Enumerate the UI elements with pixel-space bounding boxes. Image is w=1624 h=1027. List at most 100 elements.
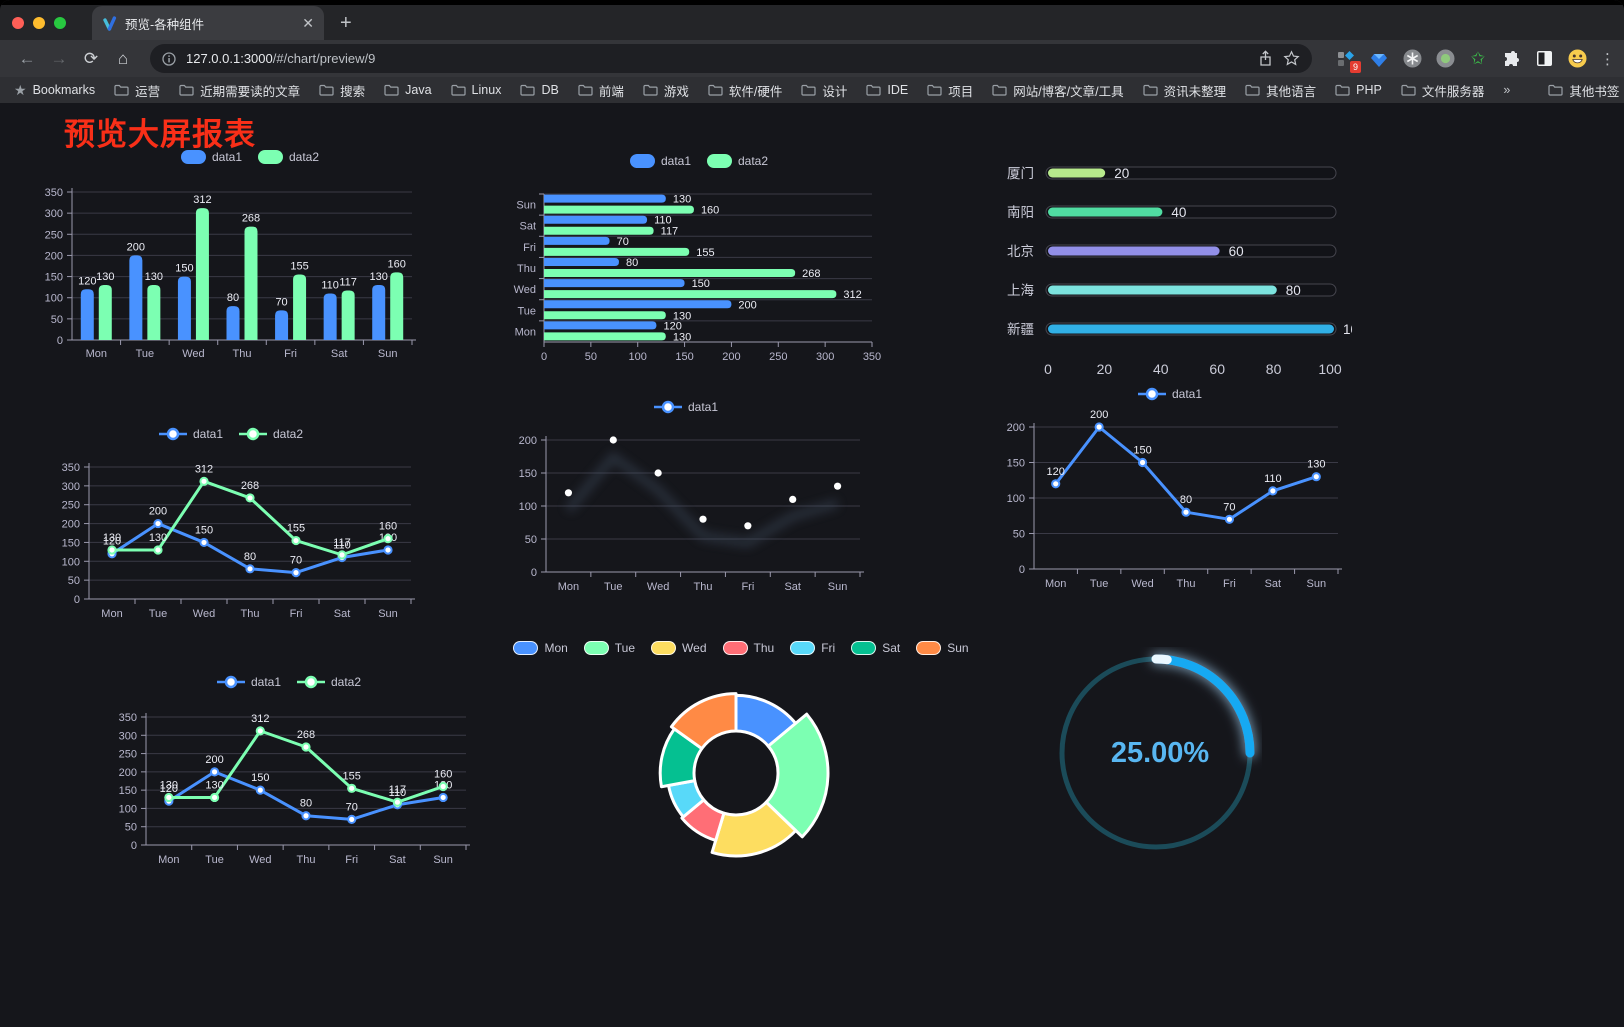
bookmark-folder[interactable]: Java [384,83,432,97]
legend-item[interactable]: data1 [216,675,281,689]
bookmark-folder[interactable]: 软件/硬件 [708,81,782,100]
bookmarks-bar: ★ Bookmarks 运营 近期需要读的文章 搜索 Java Linux DB 前端 游戏软… [0,77,1624,103]
svg-text:200: 200 [519,435,537,447]
legend-swatch [851,641,877,655]
svg-text:117: 117 [389,784,407,796]
back-button[interactable]: ← [18,48,36,68]
legend-item[interactable]: data1 [1137,387,1202,401]
dark-mode-extension-icon[interactable] [1534,49,1554,69]
legend-item[interactable]: data2 [239,427,303,441]
legend-item[interactable]: Sat [851,641,900,655]
svg-text:130: 130 [103,532,121,544]
svg-text:Tue: Tue [205,854,224,866]
legend-item[interactable]: Wed [651,641,707,655]
legend-item[interactable]: data1 [180,150,242,164]
tab-close-icon[interactable]: ✕ [302,14,314,31]
bookmark-folder[interactable]: 搜索 [319,81,365,100]
svg-text:0: 0 [74,594,80,606]
browser-menu-icon[interactable]: ⋮ [1600,50,1615,68]
legend-item[interactable]: data1 [653,400,718,414]
svg-text:100: 100 [1343,322,1352,337]
snowflake-extension-icon[interactable] [1402,49,1422,69]
bookmark-folder[interactable]: DB [520,83,559,97]
legend-item[interactable]: Tue [583,641,635,655]
bookmark-folder[interactable]: 文件服务器 [1401,81,1484,100]
legend-item[interactable]: data2 [297,675,361,689]
legend-item[interactable]: data1 [629,154,691,168]
home-button[interactable]: ⌂ [117,48,129,68]
legend-label: Sat [882,641,901,655]
bookmark-folder[interactable]: 其他语言 [1245,81,1316,100]
browser-tab[interactable]: 预览-各种组件 ✕ [92,6,324,40]
emoji-extension-icon[interactable] [1567,49,1587,69]
legend-swatch [583,641,609,655]
folder-icon [708,84,723,96]
svg-text:Tue: Tue [1090,578,1109,590]
window-minimize-button[interactable] [33,16,45,29]
window-zoom-button[interactable] [54,16,66,29]
legend-item[interactable]: Sun [916,641,969,655]
folder-icon [450,84,466,96]
legend-item[interactable]: data2 [707,154,768,168]
forward-button[interactable]: → [50,48,68,68]
bookmark-folder[interactable]: 运营 [114,81,160,100]
svg-text:200: 200 [127,241,145,253]
page-info-icon[interactable] [162,51,176,66]
svg-text:120: 120 [663,320,681,332]
puzzle-extensions-icon[interactable] [1501,49,1521,69]
svg-text:130: 130 [673,310,691,322]
svg-text:Sun: Sun [378,608,398,620]
legend-item[interactable]: Mon [513,641,568,655]
svg-text:100: 100 [1007,493,1025,505]
reload-button[interactable]: ⟳ [83,48,99,68]
folder-icon [520,84,536,96]
bookmark-folder[interactable]: Linux [450,83,501,97]
bookmark-folder[interactable]: 游戏 [643,81,689,100]
svg-text:Sun: Sun [516,200,536,212]
bookmark-folder[interactable]: 资讯未整理 [1143,81,1226,100]
bookmark-folder[interactable]: IDE [866,83,908,97]
legend-swatch [722,641,748,655]
gem-extension-icon[interactable] [1369,49,1389,69]
new-tab-button[interactable]: + [340,12,352,34]
svg-text:300: 300 [45,208,63,220]
legend-item[interactable]: Thu [722,641,774,655]
bookmark-folder[interactable]: PHP [1335,83,1382,97]
bookmarks-root[interactable]: ★ Bookmarks [14,82,95,99]
bookmark-folder[interactable]: 前端 [578,81,624,100]
folder-icon [1335,84,1350,96]
bookmark-star-icon[interactable] [1283,50,1300,67]
record-extension-icon[interactable] [1435,49,1455,69]
svg-text:50: 50 [525,534,537,546]
bookmark-folder[interactable]: 网站/博客/文章/工具 [992,81,1124,100]
svg-text:150: 150 [1007,458,1025,470]
address-bar[interactable]: 127.0.0.1:3000/#/chart/preview/9 [150,44,1312,73]
svg-text:新疆: 新疆 [1007,322,1034,337]
svg-text:100: 100 [119,803,137,815]
xdebug-star-icon[interactable]: ✩ [1470,48,1486,68]
legend-swatch [513,641,539,655]
svg-text:155: 155 [343,770,361,782]
window-close-button[interactable] [12,16,24,29]
svg-text:Thu: Thu [297,854,316,866]
other-bookmarks-folder[interactable]: 其他书签 [1548,81,1619,100]
bookmark-folder[interactable]: 项目 [927,81,973,100]
svg-text:70: 70 [1223,501,1235,513]
bookmarks-overflow-chevron[interactable]: » [1503,83,1511,97]
svg-text:130: 130 [160,779,178,791]
extension-badge: 9 [1349,60,1361,73]
legend-item[interactable]: data1 [158,427,223,441]
bookmark-folder[interactable]: 设计 [801,81,847,100]
svg-text:150: 150 [675,351,693,363]
svg-text:Tue: Tue [604,581,623,593]
legend-label: Mon [544,641,568,655]
svg-text:100: 100 [1318,361,1342,377]
proxy-extension-icon[interactable]: 9 [1336,49,1361,73]
grouped-bar-chart: data1 data2 0 50 100 150 200 250 300 350 Mon Tue Wed… [40,148,460,383]
share-icon[interactable] [1258,50,1273,67]
legend-swatch [629,154,655,168]
legend-item[interactable]: Fri [790,641,835,655]
legend-item[interactable]: data2 [258,150,319,164]
bookmark-folder[interactable]: 近期需要读的文章 [179,81,300,100]
svg-text:350: 350 [119,712,137,724]
